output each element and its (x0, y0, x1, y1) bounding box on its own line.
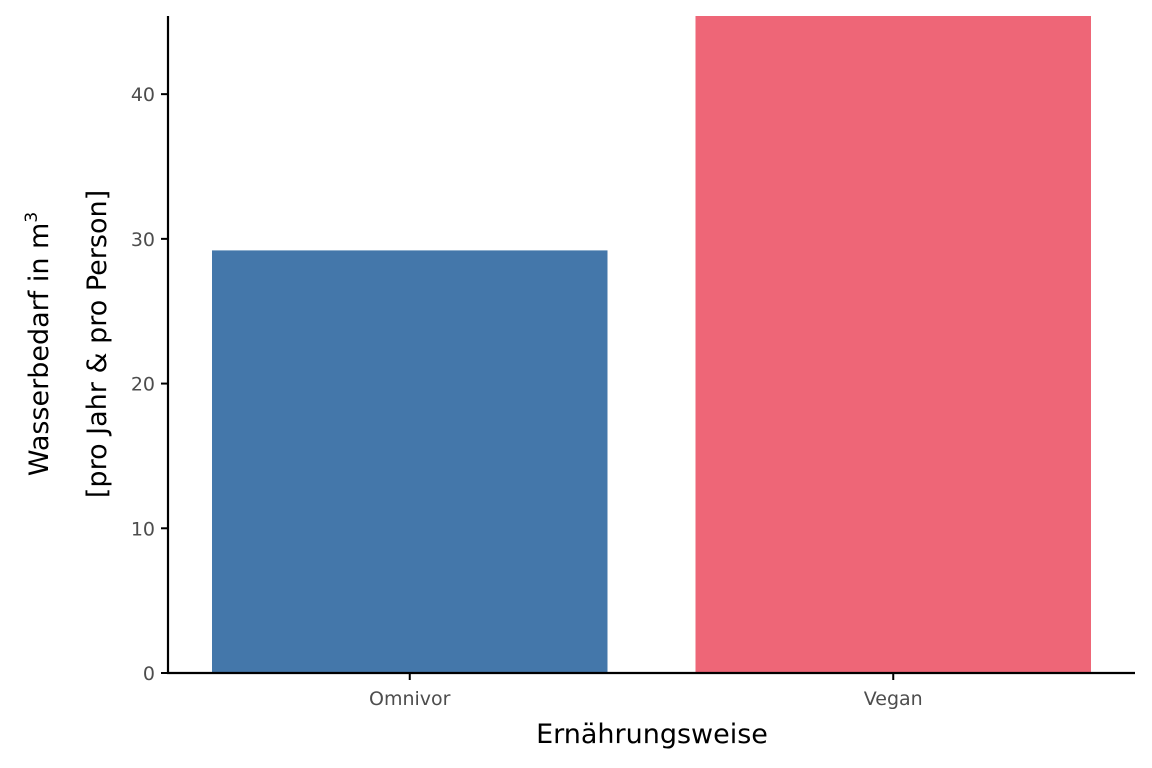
y-tick-label: 40 (131, 84, 155, 106)
y-tick-label: 20 (131, 374, 155, 396)
x-tick-label: Vegan (864, 688, 923, 710)
y-axis-title-line2: [pro Jahr & pro Person] (82, 190, 113, 498)
y-tick-label: 0 (143, 663, 155, 685)
bars-layer (212, 16, 1091, 673)
bar-vegan (695, 16, 1091, 673)
y-tick-label: 30 (131, 229, 155, 251)
x-tick-label: Omnivor (369, 688, 451, 710)
y-axis-title-superscript: 3 (22, 212, 42, 223)
x-axis-title: Ernährungsweise (536, 719, 768, 750)
y-axis-title-line1: Wasserbedarf in m (24, 223, 55, 476)
x-axis-ticks: Omnivor Vegan (369, 673, 923, 710)
y-tick-label: 10 (131, 518, 155, 540)
y-axis-ticks: 0 10 20 30 40 (131, 84, 168, 685)
svg-text:Wasserbedarf in m3: Wasserbedarf in m3 (22, 212, 55, 476)
bar-omnivor (212, 250, 608, 673)
y-axis-title: Wasserbedarf in m3 [pro Jahr & pro Perso… (22, 190, 113, 498)
